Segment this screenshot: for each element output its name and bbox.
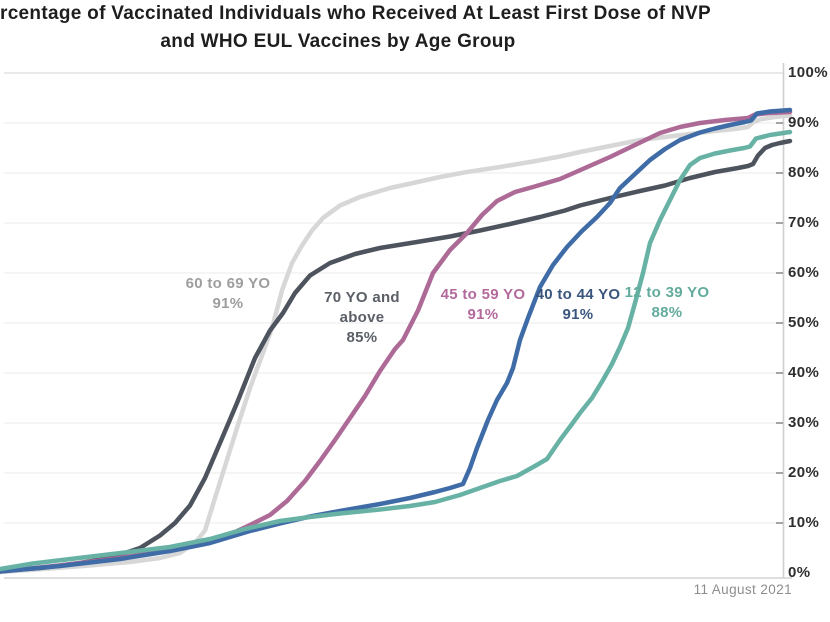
series-label-line: 88% <box>651 304 683 321</box>
series-label-line: 12 to 39 YO <box>624 284 710 301</box>
series-line-age-12-39 <box>0 129 793 572</box>
y-axis-label-70: 70% <box>788 214 820 231</box>
series-label-line: 85% <box>346 329 378 346</box>
y-axis-label-10: 10% <box>788 514 820 531</box>
series-label-70-above: 70 YO and above 85% <box>324 288 400 348</box>
y-axis-label-0: 0% <box>788 564 811 581</box>
series-label-line: 60 to 69 YO <box>185 275 271 292</box>
series-label-line: 40 to 44 YO <box>535 286 621 303</box>
chart-title-line-2: and WHO EUL Vaccines by Age Group <box>160 31 516 52</box>
series-label-60-69: 60 to 69 YO 91% <box>186 274 271 314</box>
series-line-age-45-59 <box>0 109 793 574</box>
y-axis-label-100: 100% <box>788 64 828 81</box>
series-label-line: above <box>339 309 385 326</box>
series-label-line: 70 YO and <box>324 289 400 306</box>
series-label-line: 91% <box>562 306 594 323</box>
y-axis-label-80: 80% <box>788 164 820 181</box>
series-line-age-70-above <box>0 138 793 574</box>
series-label-12-39: 12 to 39 YO 88% <box>625 283 710 323</box>
series-label-40-44: 40 to 44 YO 91% <box>536 285 621 325</box>
series-label-45-59: 45 to 59 YO 91% <box>441 285 526 325</box>
y-axis-label-60: 60% <box>788 264 820 281</box>
y-axis-label-90: 90% <box>788 114 820 131</box>
chart-title-line-1: rcentage of Vaccinated Individuals who R… <box>0 3 711 24</box>
y-axis-label-20: 20% <box>788 464 820 481</box>
series-label-line: 45 to 59 YO <box>440 286 526 303</box>
series-label-line: 91% <box>467 306 499 323</box>
y-axis-label-50: 50% <box>788 314 820 331</box>
y-axis-label-30: 30% <box>788 414 820 431</box>
y-axis-label-40: 40% <box>788 364 820 381</box>
date-annotation: 11 August 2021 <box>693 582 792 597</box>
series-label-line: 91% <box>212 295 244 312</box>
